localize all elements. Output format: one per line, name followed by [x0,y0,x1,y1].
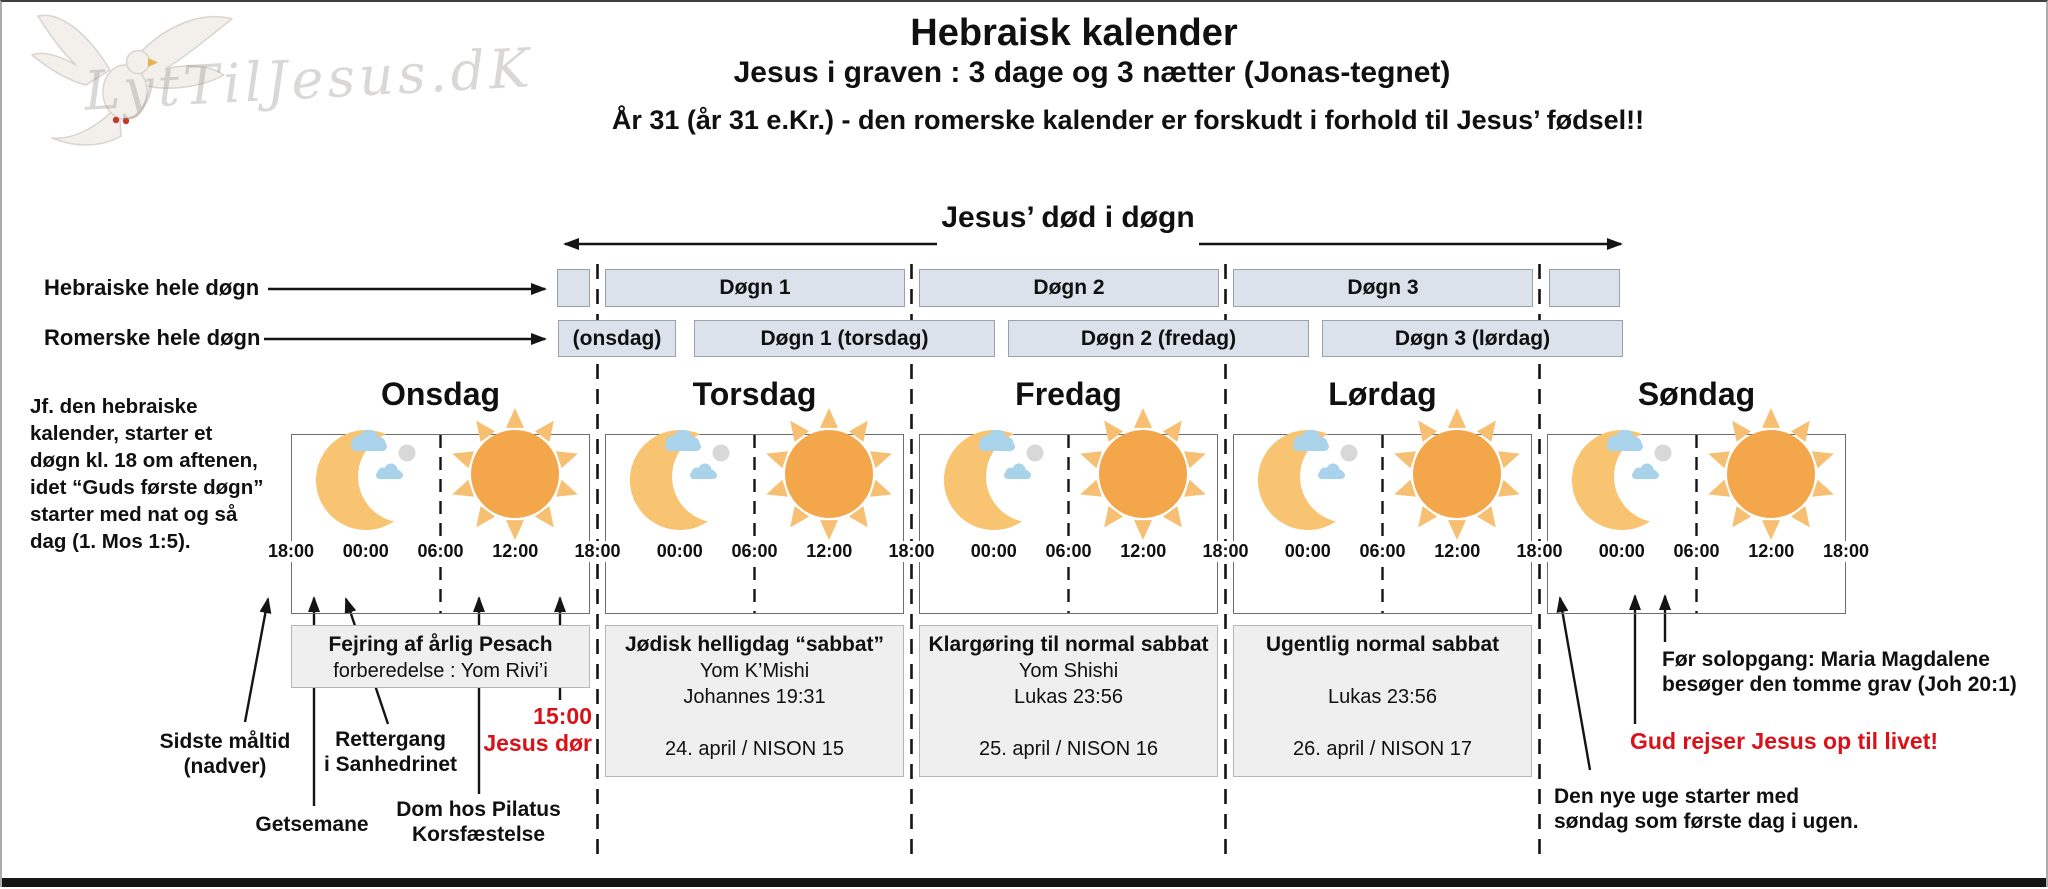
hebrew-day-box: Døgn 2 [919,269,1219,307]
day-note-box: Klargøring til normal sabbat Yom Shishi L… [919,625,1218,777]
moon-icon [628,418,748,542]
clouds-icon [974,429,1054,486]
day-note-body: Lukas 23:56 26. april / NISON 17 [1293,686,1472,760]
moon-icon [1256,418,1376,542]
sun-icon [759,404,899,544]
day-panel [291,434,590,614]
page-title: Hebraisk kalender [910,12,1238,54]
roman-day-box: Døgn 3 (lørdag) [1322,320,1623,357]
hebrew-day-explanation: Jf. den hebraiske kalender, starter et d… [30,395,264,553]
time-label: 18:00 [885,541,938,562]
day-panel [1233,434,1532,614]
time-label: 12:00 [489,541,542,562]
new-week-arrow [1556,596,1592,771]
time-label: 00:00 [967,541,1020,562]
roman-day-box: Døgn 1 (torsdag) [694,320,995,357]
time-label: 06:00 [1042,541,1095,562]
time-label: 06:00 [1670,541,1723,562]
sanhedrin-trial-label: Rettergang i Sanhedrinet [323,728,458,776]
moon-icon [314,418,434,542]
day-note-box: Jødisk helligdag “sabbat” Yom K’Mishi Joh… [605,625,904,777]
day-panel [919,434,1218,614]
day-header: Torsdag [692,376,817,412]
page-subtitle: Jesus i graven : 3 dage og 3 nætter (Jon… [733,56,1451,89]
time-label: 00:00 [1595,541,1648,562]
time-label: 18:00 [1199,541,1252,562]
time-label: 12:00 [1117,541,1170,562]
day-note-title: Klargøring til normal sabbat [928,633,1209,656]
sun-icon [1073,404,1213,544]
resurrection-label: Gud rejser Jesus op til livet! [1630,728,1939,754]
day-note-body: forberedelse : Yom Rivi’i [333,660,548,682]
dove-logo [24,8,259,160]
day-panel [1547,434,1846,614]
hebrew-day-box [557,269,590,307]
time-label: 12:00 [1431,541,1484,562]
time-label: 06:00 [414,541,467,562]
time-label: 18:00 [1513,541,1566,562]
time-label: 06:00 [728,541,781,562]
year-note: År 31 (år 31 e.Kr.) - den romerske kalen… [611,105,1645,135]
moon-icon [1570,418,1690,542]
maria-magdalene-label: Før solopgang: Maria Magdalene besøger d… [1662,648,2017,696]
day-note-box: Fejring af årlig Pesach forberedelse : Yo… [291,625,590,688]
day-panel [605,434,904,614]
hebrew-day-box: Døgn 3 [1233,269,1533,307]
day-header: Onsdag [380,376,501,412]
last-supper-label: Sidste måltid (nadver) [159,730,291,778]
new-week-label: Den nye uge starter med søndag som først… [1554,785,1859,833]
hebrew-day-box [1549,269,1620,307]
sun-icon [1387,404,1527,544]
roman-day-box: (onsdag) [558,320,676,357]
bottom-edge-bar [2,878,2046,887]
day-note-title: Jødisk helligdag “sabbat” [624,633,885,656]
last-supper-arrow [243,597,272,723]
time-label: 18:00 [264,541,318,562]
hebrew-day-box: Døgn 1 [605,269,905,307]
gethsemane-label: Getsemane [255,813,369,836]
death-time-label: 15:00 Jesus dør [483,703,592,756]
day-note-title: Fejring af årlig Pesach [328,633,553,656]
roman-day-box: Døgn 2 (fredag) [1008,320,1309,357]
time-label: 00:00 [653,541,706,562]
sun-icon [445,404,585,544]
death-span-label: Jesus’ død i døgn [941,201,1195,234]
hebrew-row-label: Hebraiske hele døgn [44,275,260,300]
roman-row-label: Romerske hele døgn [44,325,261,350]
time-label: 00:00 [1281,541,1334,562]
time-label: 18:00 [571,541,624,562]
day-header: Fredag [1015,376,1122,412]
day-note-body: Yom Shishi Lukas 23:56 25. april / NISON… [979,660,1158,760]
pilate-crucifixion-label: Dom hos Pilatus Korsfæstelse [396,798,561,846]
time-label: 18:00 [1819,541,1873,562]
sun-icon [1701,404,1841,544]
clouds-icon [660,429,740,486]
moon-icon [942,418,1062,542]
time-label: 12:00 [803,541,856,562]
day-note-title: Ugentlig normal sabbat [1265,633,1500,656]
time-label: 06:00 [1356,541,1409,562]
day-note-box: Ugentlig normal sabbat Lukas 23:56 26. a… [1233,625,1532,777]
clouds-icon [1288,429,1368,486]
clouds-icon [1602,429,1682,486]
day-header: Lørdag [1328,376,1437,412]
day-note-body: Yom K’Mishi Johannes 19:31 24. april / N… [665,660,844,760]
day-header: Søndag [1637,376,1756,412]
clouds-icon [346,429,426,486]
time-label: 00:00 [339,541,392,562]
time-label: 12:00 [1745,541,1798,562]
